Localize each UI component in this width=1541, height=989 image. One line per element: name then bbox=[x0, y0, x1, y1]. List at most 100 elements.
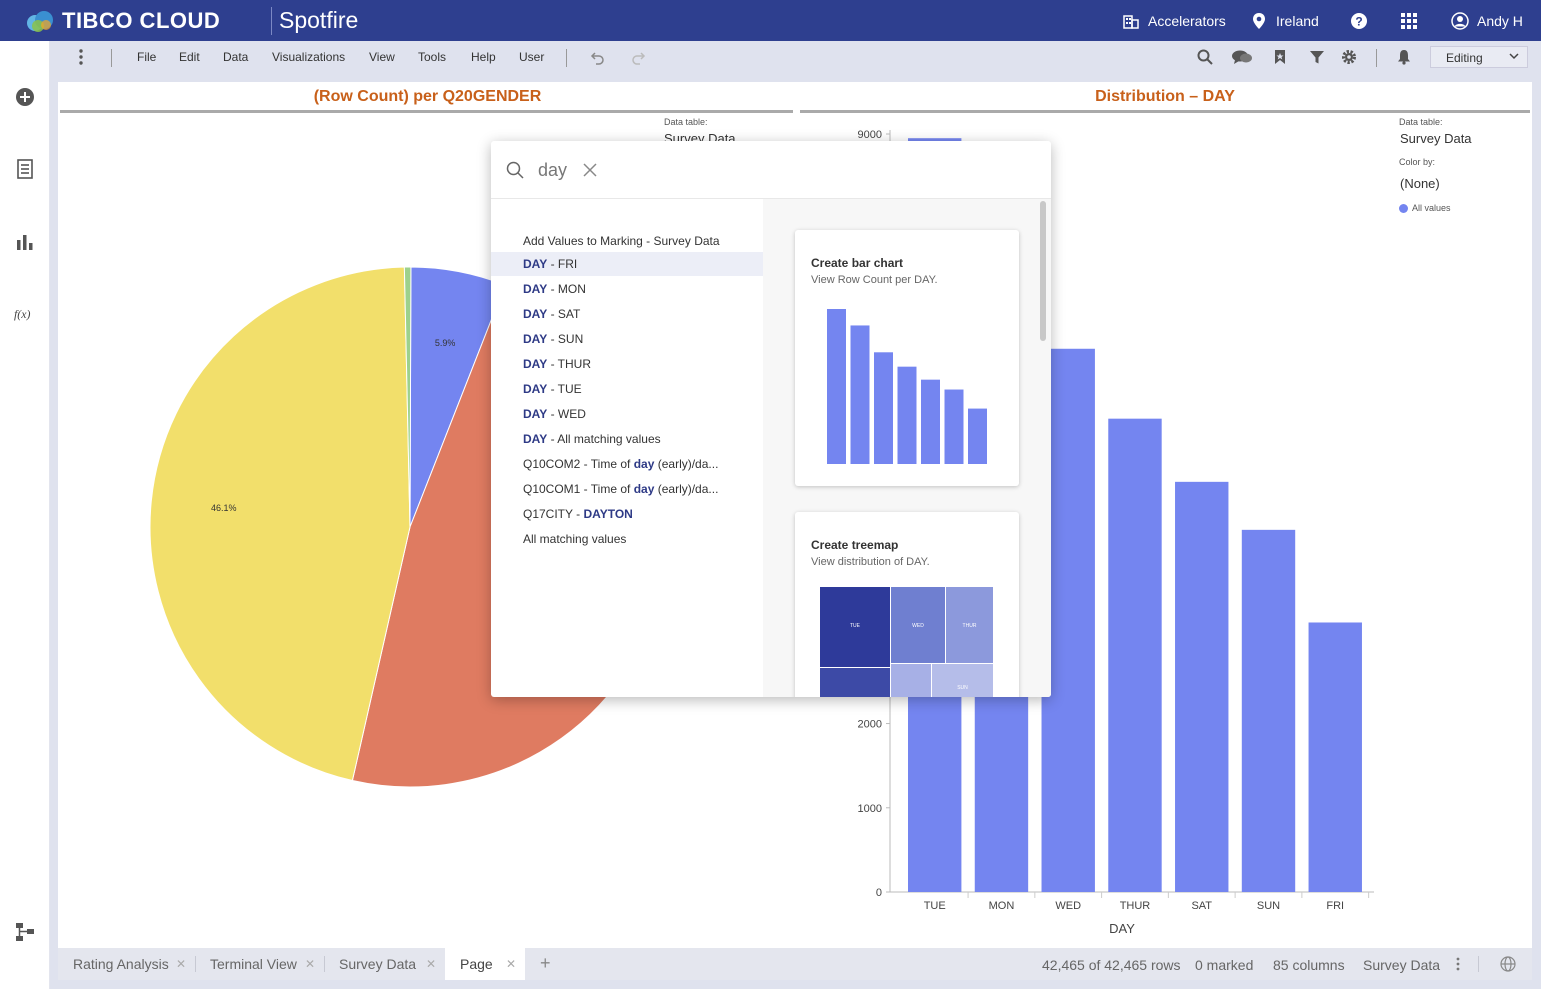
help-button[interactable]: ? bbox=[1350, 10, 1368, 32]
result-text: (early)/da... bbox=[654, 457, 719, 471]
add-page-icon[interactable]: + bbox=[540, 953, 551, 973]
menu-edit[interactable]: Edit bbox=[179, 50, 200, 64]
y-tick-label: 2000 bbox=[858, 719, 882, 731]
bar-sun[interactable] bbox=[1241, 529, 1296, 892]
search-result-item[interactable]: DAY - THUR bbox=[491, 352, 763, 376]
apps-grid-icon bbox=[1400, 12, 1418, 30]
results-header: Add Values to Marking - Survey Data bbox=[523, 234, 720, 248]
left-rail: f(x) bbox=[0, 41, 50, 989]
pie-slice[interactable] bbox=[149, 266, 411, 782]
region-button[interactable]: Ireland bbox=[1250, 10, 1319, 32]
menu-visualizations[interactable]: Visualizations bbox=[272, 50, 346, 64]
globe-icon[interactable] bbox=[1500, 956, 1516, 977]
bar-data-table-value[interactable]: Survey Data bbox=[1400, 131, 1472, 146]
status-more-icon[interactable] bbox=[1456, 957, 1460, 976]
search-result-item[interactable]: DAY - FRI bbox=[491, 252, 763, 276]
add-data-icon[interactable] bbox=[14, 86, 36, 108]
comments-icon[interactable] bbox=[1230, 48, 1254, 66]
search-result-item[interactable]: Q10COM2 - Time of day (early)/da... bbox=[491, 452, 763, 476]
search-input[interactable]: day bbox=[538, 160, 568, 180]
result-text: - SAT bbox=[547, 307, 581, 321]
pie-title-rule bbox=[60, 110, 793, 113]
search-result-item[interactable]: DAY - TUE bbox=[491, 377, 763, 401]
result-text: - FRI bbox=[547, 257, 578, 271]
menu-bar: File Edit Data Visualizations View Tools… bbox=[58, 41, 1532, 73]
notification-bell-icon[interactable] bbox=[1395, 48, 1413, 66]
search-result-item[interactable]: DAY - All matching values bbox=[491, 427, 763, 451]
menu-data[interactable]: Data bbox=[223, 50, 249, 64]
search-popup: day Add Values to Marking - Survey Data … bbox=[491, 141, 1051, 697]
search-result-item[interactable]: DAY - SUN bbox=[491, 327, 763, 351]
filter-icon[interactable] bbox=[1308, 48, 1326, 66]
pie-chart-title: (Row Count) per Q20GENDER bbox=[313, 88, 542, 105]
search-result-item[interactable]: All matching values bbox=[491, 527, 763, 551]
close-tab-icon[interactable]: ✕ bbox=[426, 957, 437, 971]
menu-tools[interactable]: Tools bbox=[418, 50, 447, 64]
close-tab-icon[interactable]: ✕ bbox=[305, 957, 316, 971]
page-tab[interactable]: Rating Analysis ✕ bbox=[58, 948, 195, 980]
apps-button[interactable] bbox=[1400, 10, 1418, 32]
x-axis-title[interactable]: DAY bbox=[1109, 921, 1135, 936]
menu-divider bbox=[111, 49, 112, 67]
brand-divider bbox=[271, 7, 272, 35]
search-result-item[interactable]: Q17CITY - DAYTON bbox=[491, 502, 763, 526]
mini-bar bbox=[897, 366, 917, 464]
visualization-bar-chart-icon[interactable] bbox=[14, 230, 36, 252]
result-text: (early)/da... bbox=[654, 482, 719, 496]
suggestions-scrollbar[interactable] bbox=[1040, 201, 1046, 341]
menu-view[interactable]: View bbox=[369, 50, 395, 64]
result-match-highlight: DAY bbox=[523, 307, 548, 321]
bar-sat[interactable] bbox=[1175, 481, 1229, 892]
page-tab[interactable]: Survey Data ✕ bbox=[324, 948, 445, 980]
undo-icon[interactable] bbox=[589, 48, 607, 66]
menu-user[interactable]: User bbox=[519, 50, 545, 64]
svg-text:f(x): f(x) bbox=[14, 307, 30, 321]
close-tab-icon[interactable]: ✕ bbox=[506, 957, 517, 971]
menu-help[interactable]: Help bbox=[471, 50, 496, 64]
page-tab[interactable]: Terminal View ✕ bbox=[195, 948, 324, 980]
accelerators-button[interactable]: Accelerators bbox=[1122, 10, 1226, 32]
legend-all-values[interactable]: All values bbox=[1412, 203, 1451, 213]
mini-bar bbox=[827, 309, 846, 464]
y-tick-label: 0 bbox=[876, 887, 882, 899]
pie-slice[interactable] bbox=[403, 266, 412, 528]
treemap-cell-label: THUR bbox=[963, 623, 977, 629]
menu-file[interactable]: File bbox=[137, 50, 157, 64]
region-label: Ireland bbox=[1276, 13, 1319, 29]
more-vertical-icon[interactable] bbox=[72, 48, 90, 66]
color-by-value[interactable]: (None) bbox=[1400, 176, 1440, 191]
redo-icon[interactable] bbox=[629, 48, 647, 66]
x-tick-label: MON bbox=[989, 900, 1015, 912]
treemap-card-subtitle: View distribution of DAY. bbox=[811, 556, 930, 568]
search-icon[interactable] bbox=[1196, 48, 1214, 66]
status-data-table[interactable]: Survey Data bbox=[1363, 957, 1441, 973]
function-fx-icon[interactable]: f(x) bbox=[14, 303, 36, 325]
mode-dropdown[interactable]: Editing bbox=[1430, 46, 1528, 68]
result-match-highlight: DAY bbox=[523, 382, 548, 396]
search-result-item[interactable]: DAY - MON bbox=[491, 277, 763, 301]
result-match-highlight: DAY bbox=[523, 432, 548, 446]
create-treemap-card[interactable]: Create treemap View distribution of DAY.… bbox=[795, 512, 1019, 697]
bookmark-icon[interactable] bbox=[1271, 48, 1289, 66]
bar-thur[interactable] bbox=[1108, 418, 1162, 892]
user-menu-button[interactable]: Andy H bbox=[1451, 10, 1523, 32]
data-flow-icon[interactable] bbox=[14, 921, 36, 943]
treemap-cell bbox=[891, 587, 945, 663]
close-tab-icon[interactable]: ✕ bbox=[176, 957, 187, 971]
page-tab[interactable]: Page ✕ bbox=[445, 948, 525, 980]
search-result-item[interactable]: Q10COM1 - Time of day (early)/da... bbox=[491, 477, 763, 501]
result-match-highlight: day bbox=[633, 457, 655, 471]
bar-card-preview bbox=[827, 309, 987, 464]
search-result-item[interactable]: DAY - SAT bbox=[491, 302, 763, 326]
search-result-item[interactable]: DAY - WED bbox=[491, 402, 763, 426]
settings-gear-icon[interactable] bbox=[1340, 48, 1358, 66]
data-table-icon[interactable] bbox=[14, 158, 36, 180]
bar-fri[interactable] bbox=[1308, 622, 1362, 892]
clear-search-icon[interactable] bbox=[583, 163, 597, 182]
create-bar-chart-card[interactable]: Create bar chart View Row Count per DAY. bbox=[795, 230, 1019, 486]
result-text: Q10COM1 - Time of bbox=[523, 482, 634, 496]
x-tick-label: TUE bbox=[924, 900, 946, 912]
treemap-cell-label: WED bbox=[912, 623, 924, 629]
y-tick-label: 1000 bbox=[858, 803, 882, 815]
result-text: - THUR bbox=[547, 357, 592, 371]
